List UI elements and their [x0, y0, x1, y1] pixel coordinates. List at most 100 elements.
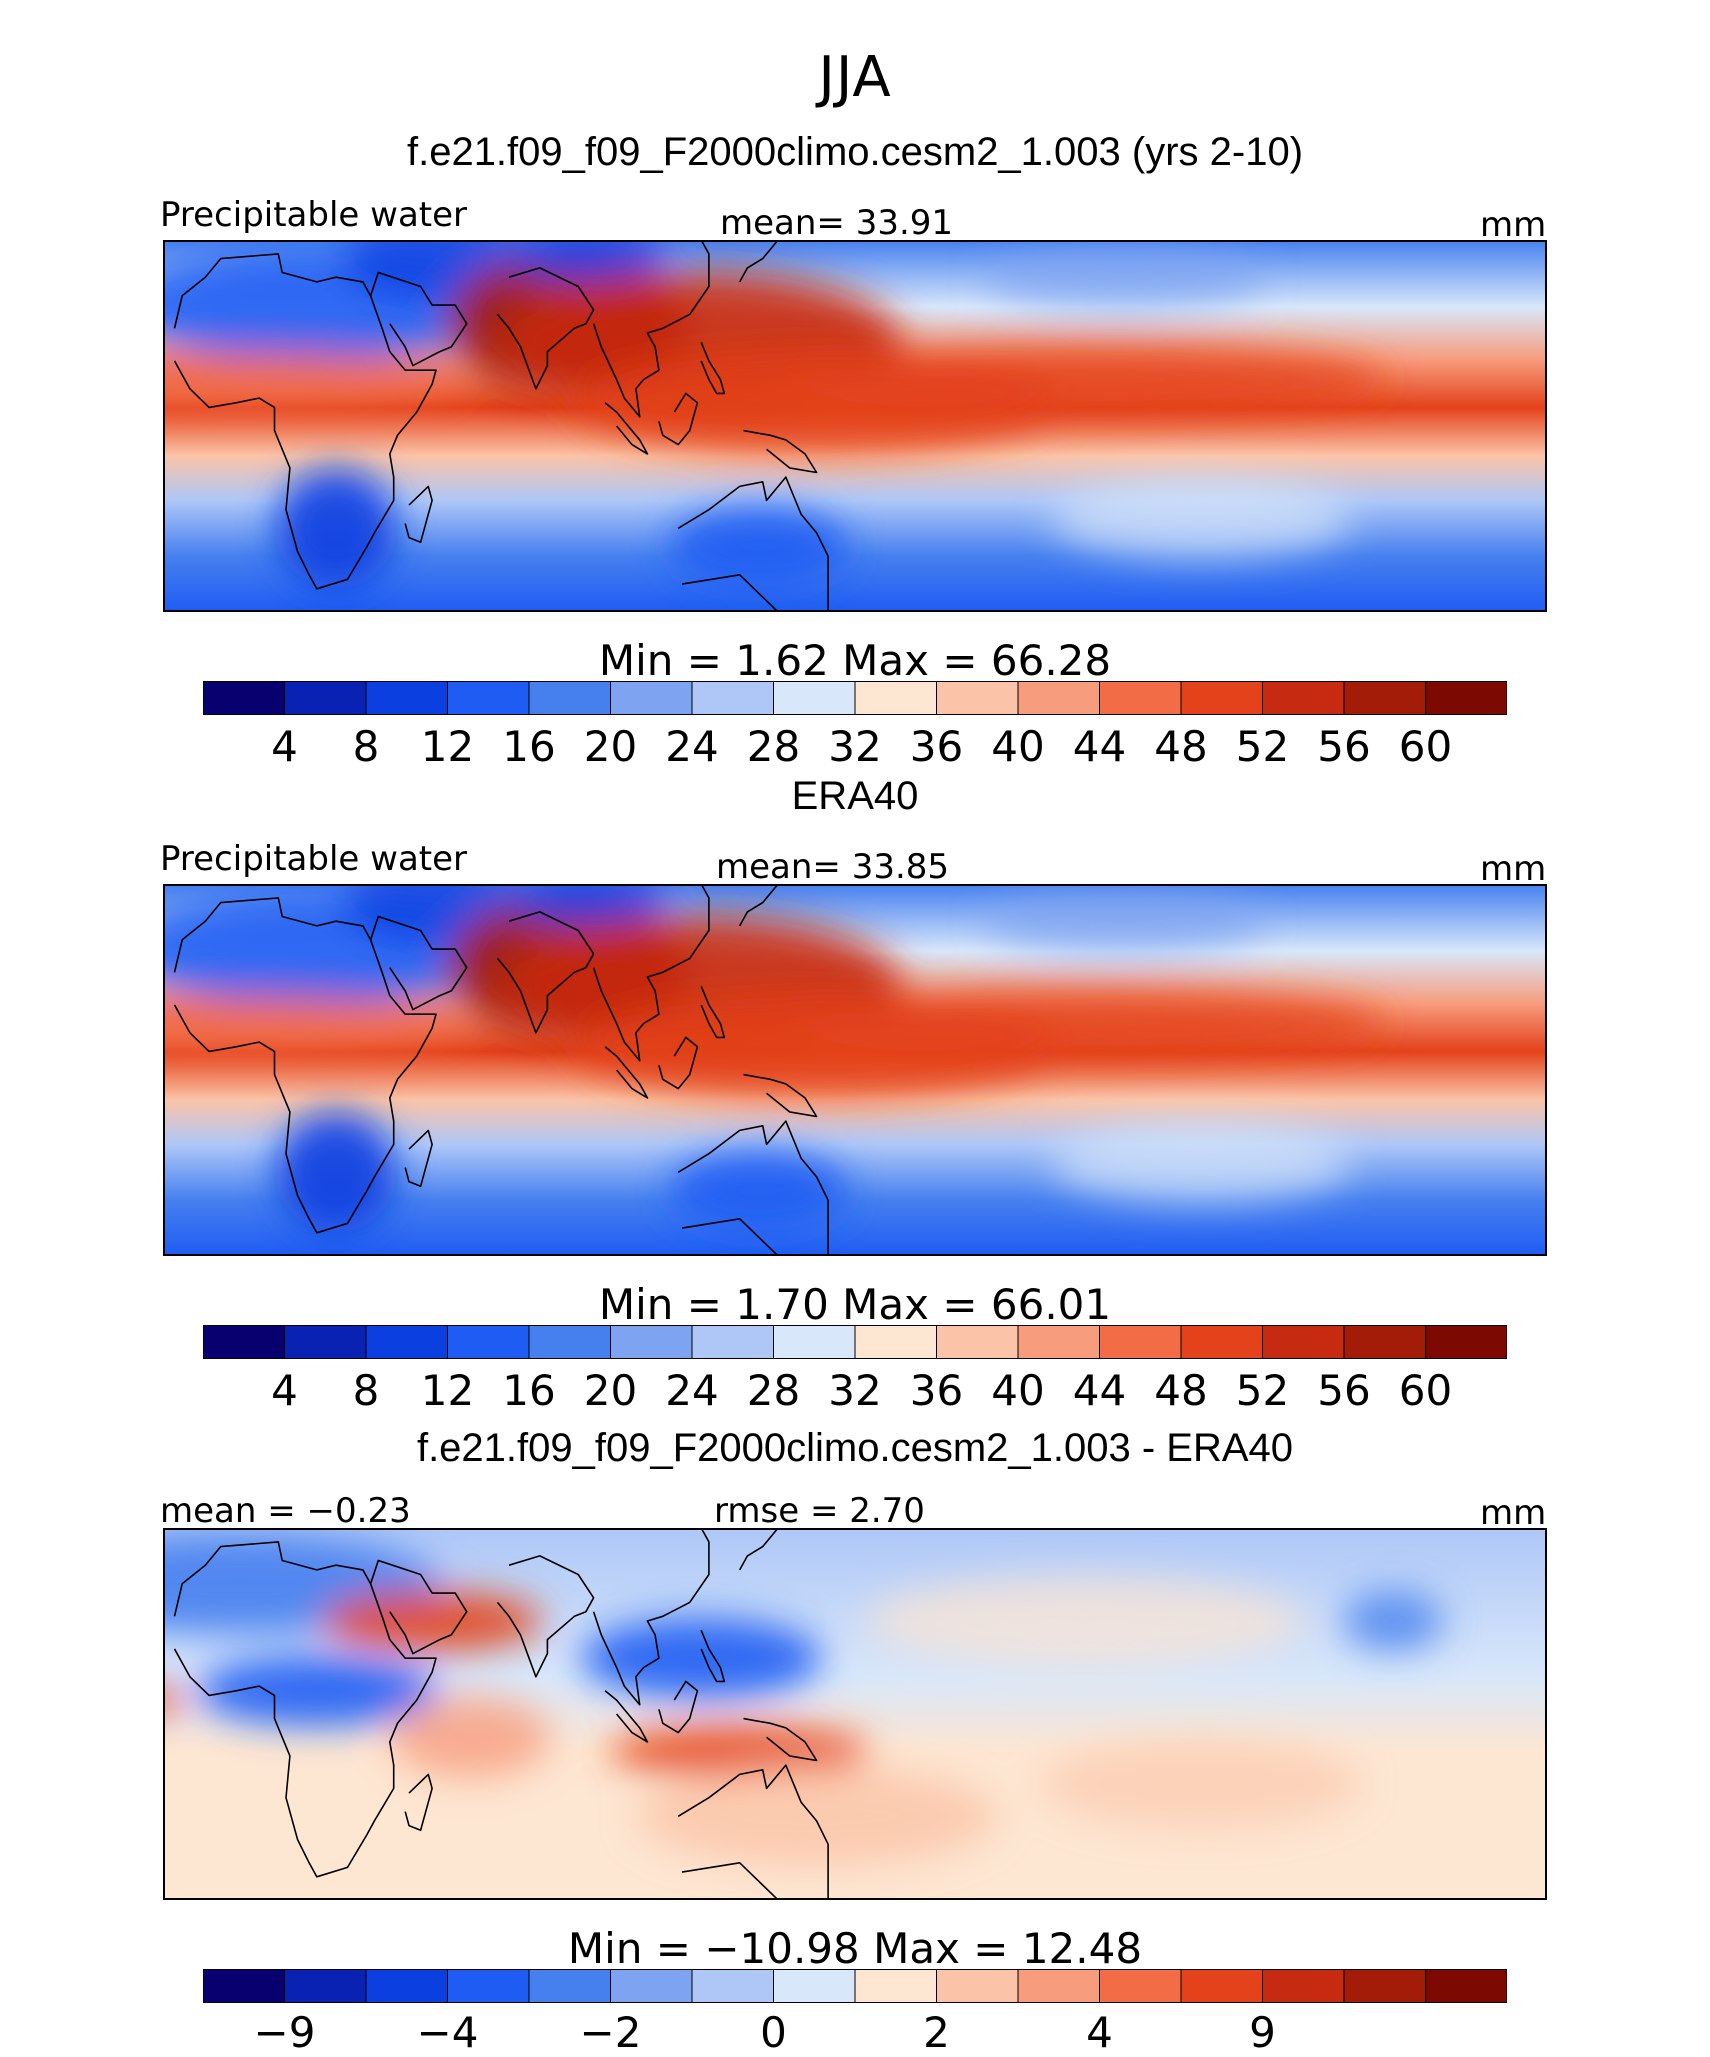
field-contour — [196, 1655, 437, 1726]
colorbar-swatch — [691, 1969, 774, 2003]
coastline — [677, 1120, 829, 1256]
panel-left-label-obs: Precipitable water — [160, 839, 468, 879]
colorbar-ticks-model: 4 8 12 16 20 24 28 32 36 40 44 48 52 56 60 — [203, 722, 1507, 771]
colorbar-model — [203, 681, 1507, 715]
coastline — [496, 911, 595, 1034]
colorbar-tick-label: 9 — [1249, 2008, 1276, 2057]
colorbar-tick-label: 32 — [828, 1366, 882, 1415]
coastline — [404, 1773, 433, 1832]
colorbar-swatch — [936, 1325, 1019, 1359]
colorbar-tick-label: 60 — [1398, 722, 1453, 771]
colorbar-tick-label: 20 — [583, 722, 638, 771]
colorbar-swatch — [284, 681, 367, 715]
coastline — [592, 1528, 710, 1706]
colorbar-obs — [203, 1325, 1507, 1359]
coastline — [173, 253, 437, 590]
colorbar-swatch — [854, 1325, 937, 1359]
colorbar-swatch — [691, 1325, 774, 1359]
coastline — [738, 1528, 779, 1571]
coastline — [592, 884, 710, 1062]
colorbar-tick-label: 12 — [420, 722, 475, 771]
field-contour — [1343, 1591, 1444, 1651]
coastline — [743, 429, 818, 474]
colorbar-swatch — [936, 681, 1019, 715]
coastline — [743, 1073, 818, 1118]
field-contour — [668, 1150, 849, 1231]
coastline — [743, 1717, 818, 1762]
colorbar-swatch — [203, 1969, 285, 2003]
coastline — [658, 392, 699, 446]
colorbar-swatch — [528, 1325, 611, 1359]
panel-minmax-diff: Min = −10.98 Max = 12.48 — [567, 1924, 1143, 1973]
coastline — [369, 1559, 468, 1655]
colorbar-diff — [203, 1969, 1507, 2003]
colorbar-ticks-diff: −9 −4 −2 0 2 4 9 — [203, 2008, 1507, 2057]
field-contour — [1051, 1123, 1351, 1203]
field-contour — [785, 344, 1386, 415]
coastline — [700, 985, 726, 1039]
colorbar-swatch — [1099, 1969, 1182, 2003]
colorbar-swatch — [528, 1969, 611, 2003]
field-contour — [1041, 1738, 1361, 1829]
coastline — [404, 485, 433, 544]
colorbar-ticks-obs: 4 8 12 16 20 24 28 32 36 40 44 48 52 56 60 — [203, 1366, 1507, 1415]
coastline — [369, 915, 468, 1011]
panel-mean-label-model: mean= 33.91 — [720, 203, 954, 243]
colorbar-swatch — [773, 1969, 856, 2003]
field-contour — [609, 1726, 870, 1777]
colorbar-tick-label: 8 — [352, 722, 380, 771]
colorbar-tick-label: 24 — [665, 1366, 719, 1415]
colorbar-swatch — [447, 1969, 530, 2003]
colorbar-swatch — [1099, 1325, 1182, 1359]
coastline — [738, 240, 779, 283]
field-contour — [984, 247, 1265, 308]
coastline — [658, 1680, 699, 1734]
colorbar-tick-label: 56 — [1317, 1366, 1371, 1415]
panel-minmax-model: Min = 1.62 Max = 66.28 — [598, 636, 1112, 685]
coastline — [700, 1629, 726, 1683]
colorbar-tick-label: −4 — [416, 2008, 479, 2057]
colorbar-swatch — [1343, 681, 1426, 715]
colorbar-swatch — [773, 681, 856, 715]
colorbar-swatch — [691, 681, 774, 715]
colorbar-tick-label: 52 — [1235, 722, 1290, 771]
colorbar-tick-label: 36 — [909, 722, 964, 771]
coastline — [700, 341, 726, 395]
field-contour — [390, 1697, 551, 1778]
field-contour — [1051, 479, 1351, 559]
field-contour — [865, 1576, 1306, 1666]
colorbar-tick-label: 4 — [271, 722, 298, 771]
colorbar-tick-label: 28 — [746, 722, 801, 771]
coastline — [592, 240, 710, 418]
colorbar-tick-label: 60 — [1398, 1366, 1453, 1415]
panel-mean-label-diff: mean = −0.23 — [160, 1491, 411, 1531]
colorbar-tick-label: 44 — [1072, 1366, 1127, 1415]
field-contour — [322, 1591, 543, 1651]
field-contour — [581, 1618, 822, 1699]
field-contour — [984, 891, 1265, 952]
map-frame — [163, 240, 1547, 612]
colorbar-tick-label: 32 — [828, 722, 882, 771]
colorbar-tick-label: −9 — [253, 2008, 316, 2057]
colorbar-tick-label: 48 — [1154, 1366, 1208, 1415]
map-panel-model — [163, 240, 1547, 612]
colorbar-tick-label: 8 — [352, 1366, 380, 1415]
colorbar-swatch — [773, 1325, 856, 1359]
colorbar-swatch — [447, 681, 530, 715]
colorbar-tick-label: 4 — [1086, 2008, 1113, 2057]
colorbar-swatch — [1425, 1969, 1507, 2003]
panel-rmse-label-diff: rmse = 2.70 — [714, 1491, 925, 1531]
colorbar-swatch — [1262, 1325, 1345, 1359]
colorbar-swatch — [1425, 681, 1507, 715]
colorbar-swatch — [528, 681, 611, 715]
colorbar-tick-label: 56 — [1317, 722, 1371, 771]
colorbar-tick-label: 4 — [271, 1366, 298, 1415]
field-contour — [785, 988, 1386, 1059]
colorbar-swatch — [610, 681, 693, 715]
panel-title-diff: f.e21.f09_f09_F2000climo.cesm2_1.003 - E… — [416, 1426, 1294, 1470]
colorbar-swatch — [854, 681, 937, 715]
field-contour — [505, 240, 666, 279]
colorbar-tick-label: 16 — [502, 1366, 556, 1415]
colorbar-swatch — [365, 1325, 448, 1359]
map-frame — [163, 884, 1547, 1256]
